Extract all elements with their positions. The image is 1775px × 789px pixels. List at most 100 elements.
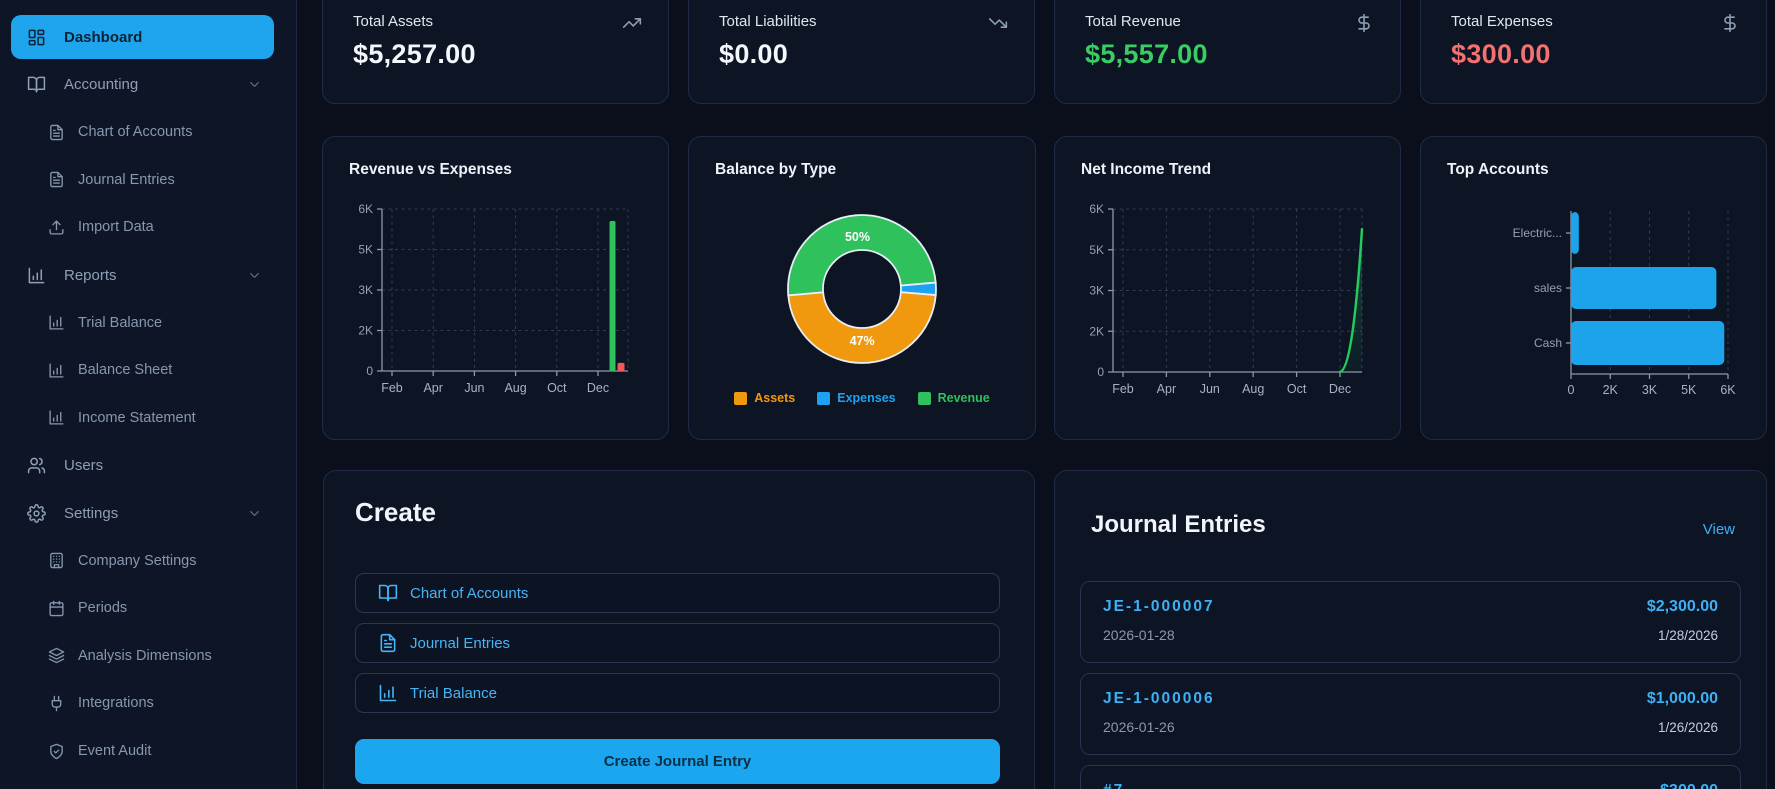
svg-text:0: 0 [1568,383,1575,397]
file-text-icon [50,172,63,188]
top-accounts-chart: 0 2K 3K 5K 6K Electric... sales Cash [1513,211,1736,397]
revenue-vs-expenses-card: Revenue vs Expenses 0 2K 3K 5K 6K Feb Apr Jun Au… [322,136,669,440]
view-journal-entries-link[interactable]: View [1702,521,1735,538]
chevron-down-icon [250,510,259,516]
sidebar-item-periods[interactable]: Periods [11,586,274,630]
sidebar-item-label: Balance Sheet [78,362,173,379]
create-journal-entry-button[interactable]: Create Journal Entry [355,739,1000,784]
layout-dashboard-icon [28,29,45,45]
svg-text:6K: 6K [358,202,373,216]
sidebar-item-label: Journal Entries [78,171,175,188]
sidebar-item-users[interactable]: Users [11,443,274,487]
stat-card-total-expenses: Total Expenses $300.00 [1420,0,1767,104]
svg-text:50%: 50% [845,230,870,244]
sidebar-item-label: Analysis Dimensions [78,647,212,664]
create-chart-of-accounts-button[interactable]: Chart of Accounts [355,573,1000,613]
sidebar-item-label: Event Audit [78,743,152,759]
svg-text:Apr: Apr [423,381,442,395]
balance-by-type-card: Balance by Type 50% 47% Assets Expenses Rev… [688,136,1036,440]
sidebar-item-event-audit[interactable]: Event Audit [11,729,274,773]
stat-card-total-assets: Total Assets $5,257.00 [322,0,669,104]
legend-item-expenses[interactable]: Expenses [817,391,896,405]
create-journal-entries-button[interactable]: Journal Entries [355,623,1000,663]
sidebar-item-analysis-dimensions[interactable]: Analysis Dimensions [11,634,274,678]
donut-legend: Assets Expenses Revenue [689,391,1035,405]
svg-text:0: 0 [1097,365,1104,379]
trending-up-icon [622,18,642,28]
create-button-label: Trial Balance [410,684,497,702]
sidebar-item-label: Trial Balance [78,314,163,331]
chart-title: Balance by Type [715,161,837,178]
sidebar-item-label: Users [64,456,104,474]
legend-label: Revenue [937,391,990,405]
journal-entries-card: Journal Entries View JE-1-000007 2026-01-… [1054,470,1767,789]
legend-item-assets[interactable]: Assets [734,391,795,405]
svg-text:47%: 47% [850,334,875,348]
journal-entry-id[interactable]: JE-1-000006 [1103,690,1215,707]
sidebar-item-trial-balance[interactable]: Trial Balance [11,301,274,345]
sidebar-item-reports[interactable]: Reports [11,253,274,297]
sidebar-item-balance-sheet[interactable]: Balance Sheet [11,348,274,392]
bar-chart-icon [49,410,64,425]
legend-swatch [817,391,831,405]
svg-text:0: 0 [366,364,373,378]
stat-label: Total Revenue [1085,13,1181,30]
svg-text:2K: 2K [1603,383,1619,397]
svg-text:Jun: Jun [464,381,484,395]
upload-icon [49,220,64,235]
svg-text:6K: 6K [1720,383,1736,397]
chevron-down-icon [250,82,259,88]
svg-text:Aug: Aug [1242,382,1264,396]
svg-text:3K: 3K [358,283,373,297]
svg-text:Oct: Oct [547,381,567,395]
sidebar-item-chart-of-accounts[interactable]: Chart of Accounts [11,110,274,154]
sidebar-item-income-statement[interactable]: Income Statement [11,396,274,440]
journal-entry-amount: $300.00 [1660,782,1718,789]
sidebar-item-company-settings[interactable]: Company Settings [11,539,274,583]
sidebar-item-label: Chart of Accounts [78,124,193,141]
bar-chart-icon [49,315,64,330]
sidebar-item-journal-entries[interactable]: Journal Entries [11,158,274,202]
file-text-icon [50,124,63,140]
chart-title: Net Income Trend [1081,161,1212,178]
stat-card-total-revenue: Total Revenue $5,557.00 [1054,0,1401,104]
journal-entry-row[interactable]: JE-1-000007 2026-01-28 $2,300.00 1/28/2026 [1080,581,1741,663]
journal-entry-amount: $1,000.00 [1646,690,1718,707]
stat-card-total-liabilities: Total Liabilities $0.00 [688,0,1035,104]
sidebar-item-label: Integrations [78,695,154,712]
sidebar-item-dashboard[interactable]: Dashboard [11,15,274,59]
svg-text:Electric...: Electric... [1513,226,1562,240]
sidebar-item-label: Reports [64,266,117,284]
create-card: Create Chart of Accounts Journal Entries T… [323,470,1035,789]
svg-text:Jun: Jun [1200,382,1220,396]
svg-text:Feb: Feb [1112,382,1134,396]
calendar-icon [49,600,64,616]
legend-swatch [734,391,748,405]
create-trial-balance-button[interactable]: Trial Balance [355,673,1000,713]
book-open-icon [27,76,46,93]
journal-entry-id[interactable]: JE-1-000007 [1103,598,1215,615]
svg-text:Aug: Aug [504,381,526,395]
journal-entry-date: 2026-01-26 [1103,719,1175,735]
top-accounts-card: Top Accounts 0 2K 3K 5K 6K Electric... sales Ca… [1420,136,1767,440]
sidebar-item-settings[interactable]: Settings [11,491,274,535]
sidebar-item-accounting[interactable]: Accounting [11,63,274,107]
journal-entries-title: Journal Entries [1091,511,1266,538]
journal-entry-row[interactable]: #7 $300.00 [1080,765,1741,789]
sidebar-item-import-data[interactable]: Import Data [11,205,274,249]
dollar-icon [1724,13,1736,33]
bar-chart-icon [28,267,45,283]
legend-item-revenue[interactable]: Revenue [917,391,990,405]
sidebar-item-integrations[interactable]: Integrations [11,681,274,725]
legend-label: Assets [754,391,796,405]
journal-entry-id[interactable]: #7 [1103,782,1124,789]
stat-value: $5,557.00 [1085,39,1208,69]
file-text-icon [380,633,396,653]
dollar-icon [1358,13,1370,33]
trending-down-icon [988,18,1008,28]
journal-entry-row[interactable]: JE-1-000006 2026-01-26 $1,000.00 1/26/2026 [1080,673,1741,755]
chart-title: Revenue vs Expenses [349,161,512,178]
users-icon [27,457,46,474]
legend-swatch [917,391,931,405]
